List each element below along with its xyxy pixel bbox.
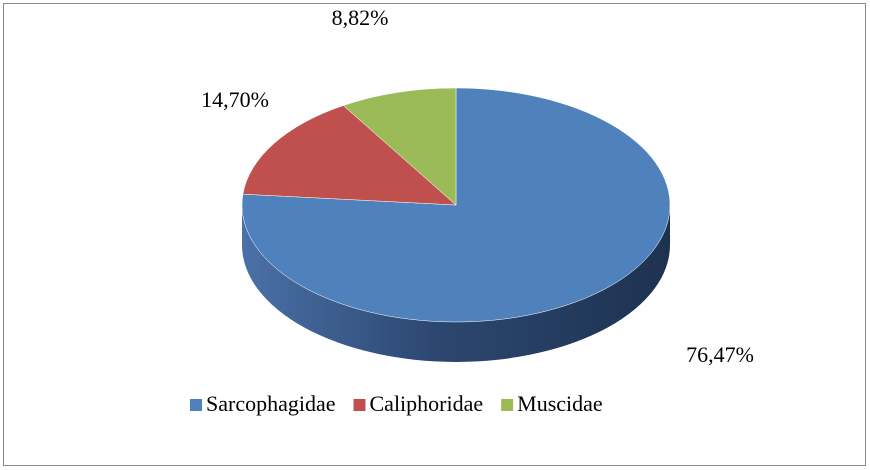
legend-swatch xyxy=(190,399,202,411)
data-label: 76,47% xyxy=(686,342,754,367)
legend-label: Caliphoridae xyxy=(370,391,484,416)
data-label: 14,70% xyxy=(201,87,269,112)
legend-swatch xyxy=(501,399,514,411)
legend-label: Muscidae xyxy=(517,391,603,416)
slice xyxy=(242,105,457,206)
legend-label: Sarcophagidae xyxy=(206,391,336,416)
slice-side xyxy=(242,205,670,362)
slice xyxy=(342,87,457,206)
legend-swatch xyxy=(353,399,366,411)
data-label: 8,82% xyxy=(332,5,389,30)
